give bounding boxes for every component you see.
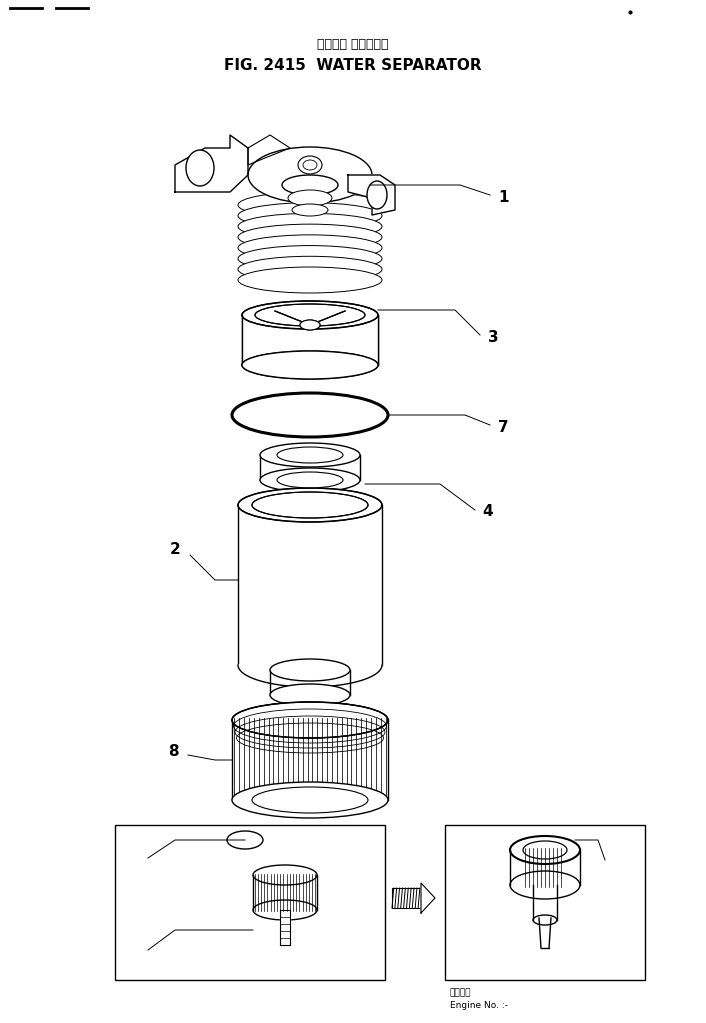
Ellipse shape — [300, 320, 320, 330]
Polygon shape — [533, 885, 557, 920]
Polygon shape — [238, 505, 382, 665]
Ellipse shape — [282, 175, 338, 195]
Ellipse shape — [305, 322, 315, 328]
Ellipse shape — [242, 301, 378, 329]
Text: FIG. 2415  WATER SEPARATOR: FIG. 2415 WATER SEPARATOR — [225, 57, 481, 73]
Ellipse shape — [238, 246, 382, 271]
Ellipse shape — [510, 836, 580, 864]
Ellipse shape — [523, 841, 567, 859]
Text: 5: 5 — [608, 850, 618, 865]
Polygon shape — [248, 135, 290, 165]
Ellipse shape — [238, 192, 382, 218]
Bar — [115, 825, 385, 980]
Ellipse shape — [252, 787, 368, 813]
Ellipse shape — [255, 304, 365, 326]
Text: 4: 4 — [482, 504, 493, 520]
Ellipse shape — [277, 472, 343, 488]
Ellipse shape — [238, 203, 382, 229]
Ellipse shape — [270, 684, 350, 706]
Polygon shape — [510, 850, 580, 885]
Bar — [445, 825, 645, 980]
Ellipse shape — [248, 147, 372, 203]
Ellipse shape — [533, 915, 557, 925]
Ellipse shape — [232, 393, 388, 437]
Polygon shape — [348, 175, 395, 215]
Text: 2: 2 — [170, 542, 181, 558]
Polygon shape — [260, 455, 360, 480]
Ellipse shape — [260, 468, 360, 492]
Text: 5: 5 — [135, 940, 145, 955]
Ellipse shape — [242, 351, 378, 379]
Ellipse shape — [303, 160, 317, 170]
Ellipse shape — [300, 320, 320, 330]
Ellipse shape — [367, 181, 387, 209]
Ellipse shape — [232, 702, 388, 738]
Ellipse shape — [298, 155, 322, 174]
Text: 6: 6 — [135, 847, 145, 862]
Ellipse shape — [292, 204, 328, 216]
Text: 適用号機: 適用号機 — [450, 988, 472, 997]
Ellipse shape — [510, 871, 580, 899]
Ellipse shape — [238, 257, 382, 282]
Ellipse shape — [288, 190, 332, 206]
Text: 3: 3 — [488, 329, 498, 345]
Ellipse shape — [238, 224, 382, 251]
Text: ウォータ セパレータ: ウォータ セパレータ — [317, 39, 389, 51]
Ellipse shape — [260, 443, 360, 468]
Polygon shape — [280, 910, 290, 945]
Text: 7: 7 — [498, 419, 508, 435]
Ellipse shape — [232, 782, 388, 818]
Polygon shape — [539, 918, 551, 948]
Ellipse shape — [277, 447, 343, 463]
Ellipse shape — [227, 831, 263, 849]
Polygon shape — [238, 665, 382, 687]
Polygon shape — [253, 875, 317, 910]
Ellipse shape — [270, 659, 350, 681]
Polygon shape — [232, 720, 388, 800]
Ellipse shape — [238, 235, 382, 261]
Polygon shape — [421, 883, 435, 913]
Ellipse shape — [186, 150, 214, 186]
Ellipse shape — [238, 267, 382, 293]
Polygon shape — [175, 135, 248, 192]
Bar — [392, 888, 421, 908]
Text: Engine No. :-: Engine No. :- — [450, 1000, 508, 1010]
Ellipse shape — [238, 488, 382, 522]
Ellipse shape — [238, 214, 382, 239]
Polygon shape — [270, 670, 350, 695]
Text: 8: 8 — [168, 745, 179, 759]
Ellipse shape — [253, 900, 317, 920]
Polygon shape — [243, 315, 377, 365]
Ellipse shape — [252, 492, 368, 518]
Ellipse shape — [242, 351, 378, 379]
Text: 1: 1 — [498, 189, 508, 205]
Ellipse shape — [253, 865, 317, 885]
